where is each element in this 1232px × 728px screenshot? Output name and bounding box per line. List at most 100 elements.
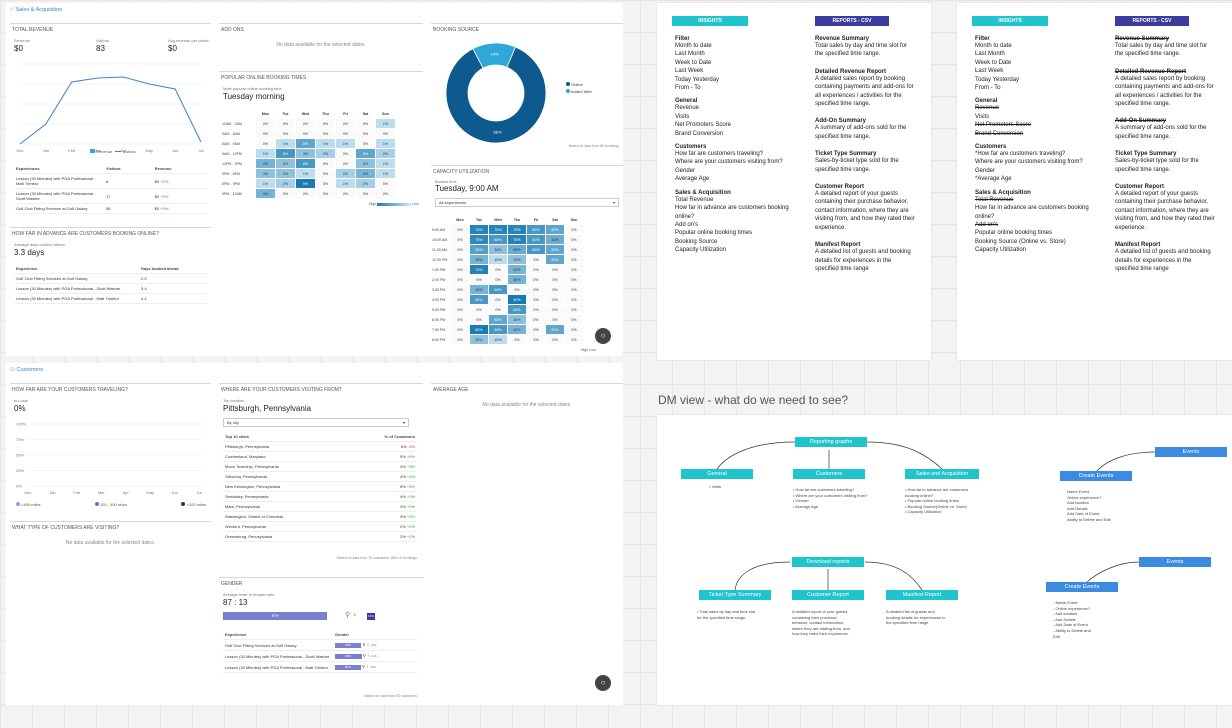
legend-revenue: Revenue bbox=[96, 149, 113, 154]
day-header: Mon bbox=[450, 214, 470, 225]
customers-items: • How far are customers traveling? • Wher… bbox=[793, 487, 903, 509]
heatmap-cell: 0% bbox=[450, 294, 470, 305]
heatmap-cell: 0% bbox=[355, 128, 376, 139]
table-row: Greensburg, Pennsylvania 2% +2% bbox=[223, 531, 417, 542]
x-tick-label: Dec bbox=[24, 490, 31, 495]
list-item: How far in advance are customers booking… bbox=[975, 205, 1089, 220]
list-item: booking online? bbox=[905, 492, 934, 498]
trend-icon: ⟋ bbox=[10, 7, 14, 13]
experiences-select[interactable]: All experiences ▾ bbox=[435, 198, 619, 207]
list-item: • Total sales by day and time slot bbox=[697, 609, 756, 614]
group-heading: Sales & Acquisition bbox=[675, 189, 731, 196]
heatmap-cell: 60% bbox=[526, 244, 546, 255]
table-row: Lesson (30 Minutes) with PGA Professiona… bbox=[14, 173, 207, 189]
heatmap-row: 3AM - 6AM 0% 0% 0% 0% 0% 0% 0% bbox=[221, 128, 396, 139]
row-label: 2:00 PM bbox=[431, 274, 451, 285]
report-description: A summary of add-ons sold for the specif… bbox=[1115, 125, 1207, 140]
row-label: 12PM - 3PM bbox=[221, 158, 256, 169]
report-heading: Add-On Summary bbox=[815, 118, 867, 125]
heatmap-cell: 4% bbox=[255, 188, 276, 199]
card-title: HOW FAR IN ADVANCE ARE CUSTOMERS BOOKING… bbox=[12, 231, 159, 237]
card-title: AVERAGE AGE bbox=[433, 387, 469, 393]
heatmap-cell: 0% bbox=[526, 304, 546, 315]
heatmap-cell: 0% bbox=[355, 138, 376, 149]
list-item: Add on's bbox=[975, 221, 999, 228]
x-tick-label: Feb bbox=[73, 490, 81, 495]
report-heading: Manifest Report bbox=[815, 242, 861, 249]
advance-sub: Average days booked before bbox=[14, 242, 66, 247]
heatmap-cell: 1% bbox=[335, 138, 356, 149]
heatmap-row: 12PM - 3PM 4% 3% 6% 0% 0% 3% 1% bbox=[221, 158, 396, 169]
heatmap-cell: 0% bbox=[275, 118, 296, 129]
heatmap-legend: High Low bbox=[581, 348, 596, 352]
x-tick-label: Jun bbox=[172, 148, 178, 153]
heatmap-cell: 0% bbox=[469, 304, 489, 315]
heatmap-cell: 0% bbox=[469, 314, 489, 325]
heatmap-row: 10:00 AM 0% 70% 60% 75% 60% 45% 0% bbox=[431, 234, 584, 245]
heatmap-cell: 0% bbox=[564, 324, 584, 335]
heatmap-cell: 0% bbox=[469, 274, 489, 285]
heatmap-cell: 3% bbox=[255, 168, 276, 179]
card-title: HOW FAR ARE YOUR CUSTOMERS TRAVELING? bbox=[12, 387, 128, 393]
report-description: Total sales by day and time slot for the… bbox=[815, 43, 908, 58]
legend-online: Online bbox=[571, 82, 583, 87]
x-tick-label: Jul bbox=[198, 148, 203, 153]
gender-value: 87 : 13 bbox=[223, 598, 248, 607]
y-tick-label: 25% bbox=[16, 468, 24, 473]
report-heading: Ticket Type Summary bbox=[1115, 151, 1177, 158]
table-row: Lesson (30 Minutes) with PGA Professiona… bbox=[14, 283, 207, 294]
list-item: Where are your customers visiting from? bbox=[675, 159, 783, 166]
list-item: Brand Conversion bbox=[675, 130, 724, 137]
revenue-line-chart: Dec Jan Feb Mar Apr May Jun Jul bbox=[16, 63, 204, 153]
heatmap-cell: 1% bbox=[255, 178, 276, 189]
gender-icons: ⚲ ♀ bbox=[362, 653, 370, 658]
heatmap-cell: 0% bbox=[545, 274, 565, 285]
chat-icon[interactable]: ○ bbox=[595, 328, 611, 344]
heatmap-cell: 0% bbox=[564, 224, 584, 235]
heatmap-cell: 0% bbox=[488, 264, 508, 275]
list-item: Capacity Utilization bbox=[675, 247, 727, 254]
revenue-table: Experiences Visitors Revenue Lesson (30 Mi… bbox=[14, 164, 207, 214]
row-label: 7:00 PM bbox=[431, 324, 451, 335]
x-tick-label: Jan bbox=[49, 490, 55, 495]
advance-booking-card: HOW FAR IN ADVANCE ARE CUSTOMERS BOOKING… bbox=[10, 227, 211, 321]
table-row: Wexford, Pennsylvania 2% +2% bbox=[223, 521, 417, 532]
heatmap-row: 3:00 PM 0% 40% 60% 0% 0% 0% 0% bbox=[431, 284, 584, 295]
heatmap-cell: 1% bbox=[375, 158, 396, 169]
card-title: ADD ONS bbox=[221, 27, 244, 33]
heatmap-row: 11:00 AM 0% 55% 30% 45% 60% 50% 0% bbox=[431, 244, 584, 255]
list-item: Last Month bbox=[675, 51, 705, 58]
chat-icon[interactable]: ○ bbox=[595, 675, 611, 691]
reports-list: Revenue Summary Total sales by day and ti… bbox=[1115, 34, 1215, 273]
heatmap-cell: 0% bbox=[335, 118, 356, 129]
x-tick-label: Dec bbox=[16, 148, 23, 153]
heatmap-row: 7:00 PM 0% 80% 60% 40% 0% 50% 0% bbox=[431, 324, 584, 335]
table-row: Lesson (30 Minutes) with PGA Professiona… bbox=[223, 661, 417, 673]
report-heading: Detailed Revenue Report bbox=[1115, 68, 1187, 75]
heatmap-cell: 40% bbox=[469, 254, 489, 265]
list-item: Name Event bbox=[1067, 489, 1090, 494]
insights-doc-2: INSIGHTS REPORTS - CSV Filter Month to da… bbox=[957, 3, 1232, 360]
y-tick-label: 100% bbox=[16, 422, 27, 427]
heatmap-cell: 0% bbox=[295, 118, 316, 129]
heatmap-cell: 75% bbox=[469, 264, 489, 275]
heatmap-cell: 1% bbox=[375, 138, 396, 149]
list-item: behavior, contact information, bbox=[792, 620, 845, 626]
report-heading: Customer Report bbox=[1115, 184, 1165, 191]
group-heading: Filter bbox=[675, 36, 690, 42]
heatmap-cell: 0% bbox=[564, 274, 584, 285]
heatmap-row: 5:00 PM 0% 0% 0% 60% 0% 0% 0% bbox=[431, 304, 584, 315]
city-select[interactable]: By city ▾ bbox=[223, 418, 409, 427]
list-item: Today Yesterday bbox=[975, 76, 1020, 83]
x-tick-label: Apr bbox=[120, 148, 127, 153]
ticket-type-node: Ticket Type Summary bbox=[699, 590, 771, 600]
card-title: CAPACITY UTILIZATION bbox=[433, 169, 490, 175]
heatmap-cell: 0% bbox=[315, 178, 336, 189]
list-item: Visits bbox=[675, 113, 690, 120]
gender-ratio-bar: 87% bbox=[223, 612, 343, 620]
avg-value: $0 bbox=[168, 44, 177, 53]
row-label: 11:00 AM bbox=[431, 244, 451, 255]
heatmap-cell: 1% bbox=[335, 178, 356, 189]
group-heading: Customers bbox=[675, 144, 707, 151]
list-item: A detailed list of guests and bbox=[886, 609, 935, 614]
